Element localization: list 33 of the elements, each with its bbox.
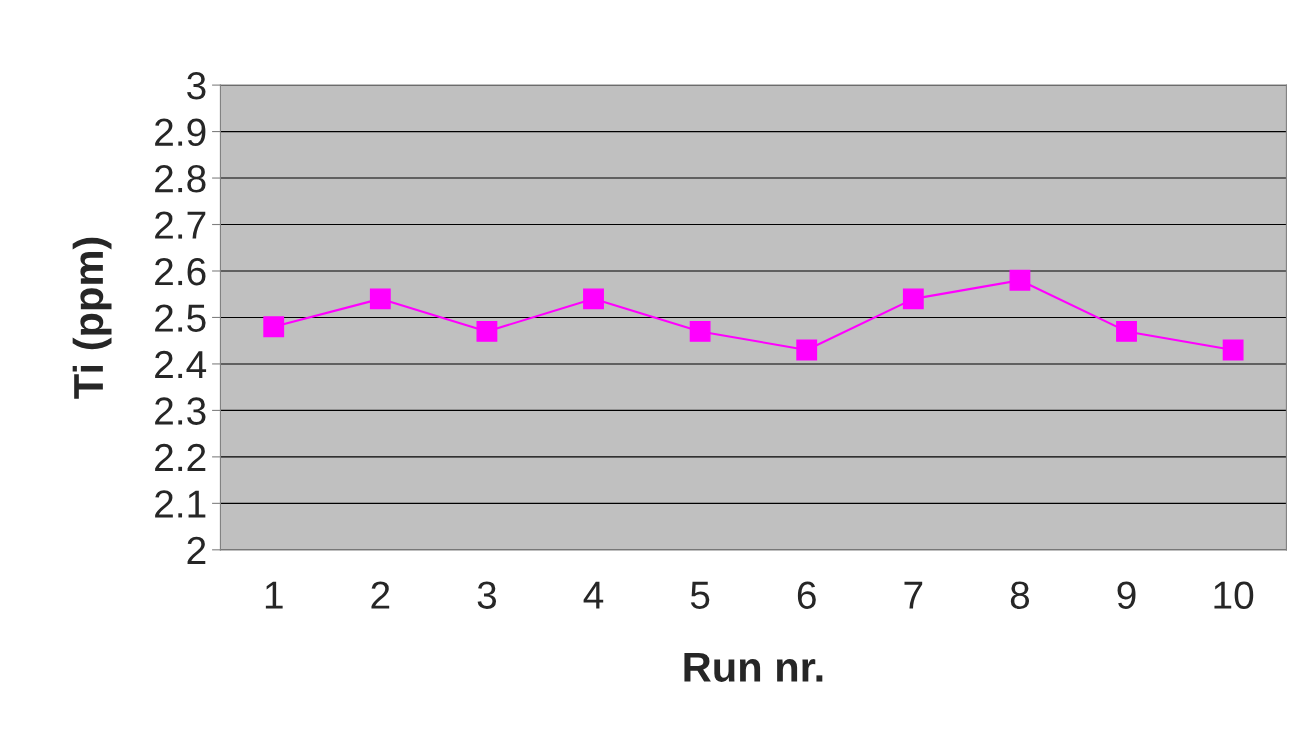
x-tick-label: 5 — [690, 581, 710, 609]
x-tick-label: 6 — [797, 581, 816, 609]
point — [1116, 320, 1137, 342]
point — [583, 288, 604, 310]
point — [369, 288, 391, 310]
x-tick-label: 7 — [904, 581, 923, 609]
y-tick-label: 2.7 — [155, 211, 206, 239]
point — [263, 316, 285, 338]
y-tick-label: 2 — [187, 536, 206, 564]
y-tick-label: 2.1 — [155, 490, 206, 518]
x-tick-label: 8 — [1010, 581, 1030, 609]
x-tick-label: 1 — [265, 581, 283, 609]
y-tick-label: 2.4 — [155, 350, 207, 379]
point — [1222, 339, 1244, 361]
x-tick-label: 2 — [371, 581, 390, 609]
y-tick-label: 2.5 — [155, 304, 206, 332]
y-tick-label: 2.9 — [155, 118, 206, 147]
point — [1009, 269, 1031, 291]
y-tick-label: 2.2 — [155, 443, 206, 471]
y-tick-label: 2.6 — [155, 257, 206, 286]
point — [476, 320, 498, 342]
x-tick-label: 10 — [1214, 581, 1254, 609]
y-tick-label: 3 — [187, 72, 206, 100]
point — [902, 288, 924, 310]
x-tick-label: 9 — [1117, 581, 1136, 609]
y-tick-label: 2.8 — [155, 164, 206, 193]
y-tick-label: 2.3 — [155, 397, 206, 425]
x-tick-label: 4 — [583, 581, 604, 609]
point — [796, 339, 818, 361]
point — [689, 320, 711, 342]
x-tick-label: 3 — [477, 581, 497, 609]
y-axis-title: Ti (ppm) — [72, 237, 112, 399]
x-axis-title: Run nr. — [684, 652, 823, 682]
